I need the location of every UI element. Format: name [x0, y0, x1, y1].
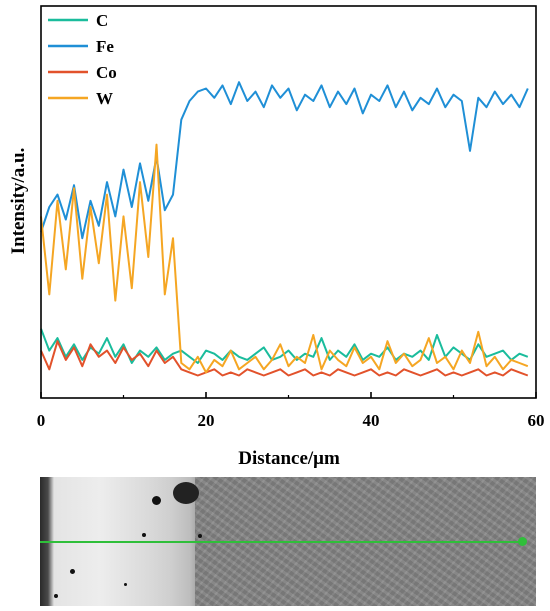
axes: 0 20 40 60: [37, 5, 545, 430]
series-line-fe: [40, 81, 529, 240]
sem-pore: [124, 583, 127, 586]
x-tick-label: 60: [528, 411, 545, 430]
plot-area: [41, 6, 536, 398]
sem-micrograph: [40, 477, 536, 606]
x-tick-label: 20: [198, 411, 215, 430]
series-line-w: [40, 143, 529, 374]
x-tick-label: 40: [363, 411, 380, 430]
legend: C Fe Co W: [48, 11, 117, 108]
x-tick-label: 0: [37, 411, 46, 430]
sem-pore: [152, 496, 161, 505]
line-chart: 0 20 40 60 C Fe Co W Distance/μm Intensity/a.u…: [8, 5, 545, 469]
legend-label-w: W: [96, 89, 113, 108]
sem-pore: [198, 534, 202, 538]
sem-pore: [142, 533, 146, 537]
scan-line: [40, 541, 522, 543]
legend-label-co: Co: [96, 63, 117, 82]
sem-pore: [70, 569, 75, 574]
legend-label-c: C: [96, 11, 108, 30]
y-axis-title: Intensity/a.u.: [8, 148, 29, 255]
scan-line-endpoint: [518, 537, 527, 546]
sem-pore: [54, 594, 58, 598]
series-line-co: [40, 340, 529, 377]
plot-background: [41, 6, 536, 398]
sem-pore: [173, 482, 199, 504]
legend-label-fe: Fe: [96, 37, 114, 56]
x-axis-title: Distance/μm: [238, 448, 340, 469]
series-layer: [40, 81, 529, 377]
